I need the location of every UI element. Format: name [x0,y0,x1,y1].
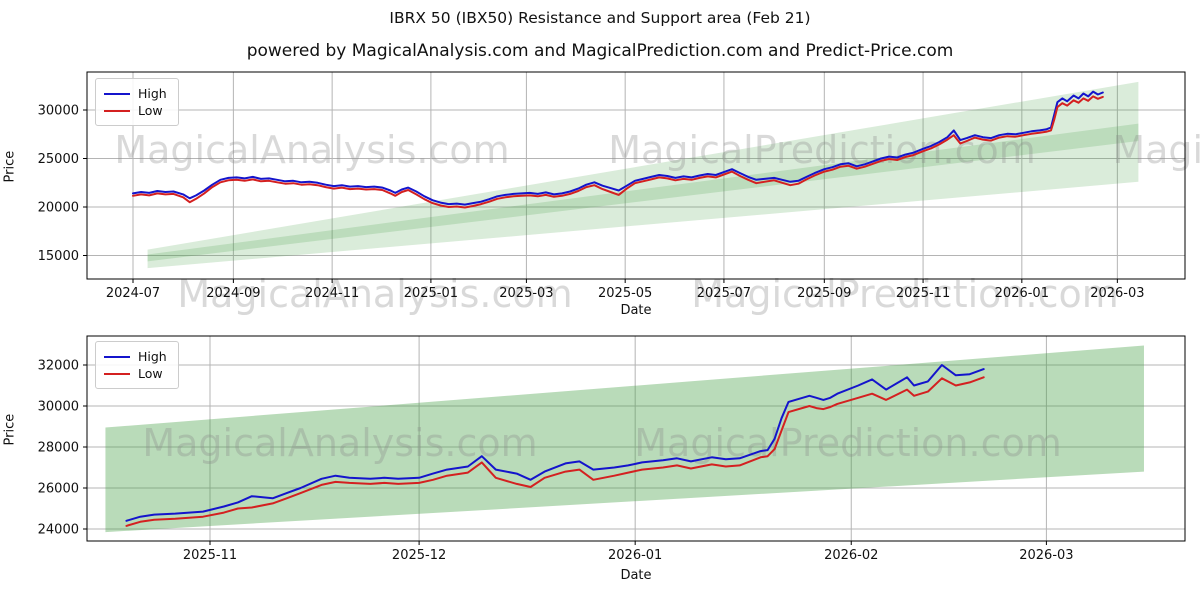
x-tick-label: 2026-01 [995,286,1049,301]
y-tick-label: 30000 [38,104,79,119]
x-tick-label: 2024-09 [206,286,260,301]
x-tick-label: 2025-03 [499,286,553,301]
chart-title: IBRX 50 (IBX50) Resistance and Support a… [389,9,811,27]
x-tick-label: 2025-01 [404,286,458,301]
x-tick-label: 2025-05 [598,286,652,301]
watermark-text: MagicalPrediction.com [608,128,1036,172]
watermark-text: MagicalPrediction.com [634,421,1062,465]
bottom-legend: High Low [95,341,179,389]
high-line-swatch [104,356,130,358]
x-tick-label: 2026-03 [1090,286,1144,301]
y-tick-label: 15000 [38,249,79,264]
top-x-axis-label: Date [620,303,652,318]
top-legend-high: High [104,86,170,102]
low-legend-label: Low [138,103,163,118]
y-tick-label: 20000 [38,201,79,216]
bottom-y-axis-label: Price [2,413,18,446]
x-tick-label: 2025-07 [697,286,751,301]
bottom-x-axis-label: Date [620,568,652,583]
high-line [132,90,1104,206]
high-legend-label: High [138,86,167,101]
x-tick-label: 2025-11 [896,286,950,301]
high-legend-label: High [138,349,167,364]
bottom-legend-high: High [104,349,170,365]
y-tick-label: 25000 [38,152,79,167]
high-line [125,364,985,522]
top-y-axis-label: Price [2,150,18,183]
x-tick-label: 2026-03 [1019,548,1073,563]
plot-border [86,335,1186,542]
y-tick-label: 30000 [38,400,79,415]
y-tick-label: 24000 [38,523,79,538]
low-line [125,376,985,527]
watermark-text: MagicalAnalysis.com [142,421,537,465]
x-tick-label: 2024-07 [106,286,160,301]
chart-subtitle: powered by MagicalAnalysis.com and Magic… [246,41,954,61]
plot-border [86,71,1186,280]
bottom-legend-low: Low [104,366,170,382]
y-tick-label: 28000 [38,441,79,456]
x-tick-label: 2025-11 [183,548,237,563]
x-tick-label: 2025-12 [392,548,446,563]
watermark-text: MagicalAnalysis.com [1112,128,1200,172]
x-tick-label: 2024-11 [305,286,359,301]
support-area-outer [147,81,1139,262]
y-tick-label: 26000 [38,482,79,497]
y-tick-label: 32000 [38,359,79,374]
low-line-swatch [104,110,130,112]
low-legend-label: Low [138,366,163,381]
watermark-text: MagicalAnalysis.com [114,128,509,172]
high-line-swatch [104,93,130,95]
low-line [132,95,1104,209]
top-legend-low: Low [104,103,170,119]
support-area [105,345,1144,533]
x-tick-label: 2026-02 [824,548,878,563]
x-tick-label: 2026-01 [608,548,662,563]
low-line-swatch [104,373,130,375]
x-tick-label: 2025-09 [797,286,851,301]
top-legend: High Low [95,78,179,126]
